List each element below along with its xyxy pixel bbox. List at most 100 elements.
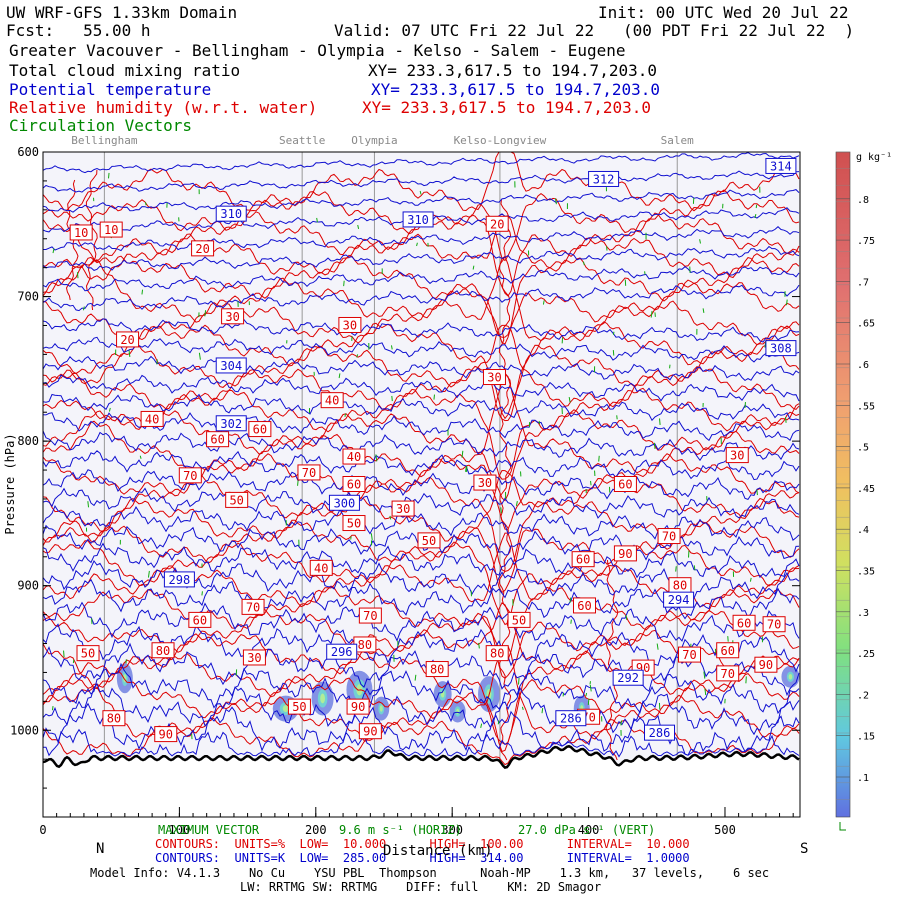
rh-label-box [485, 645, 509, 662]
field-rh-name: Relative humidity (w.r.t. water) [9, 98, 318, 117]
rh-label-box [225, 491, 249, 508]
rh-label-box [248, 421, 272, 438]
rh-label-box [358, 607, 382, 624]
forecast-hour: Fcst: 55.00 h [6, 21, 151, 40]
theta-label-box [765, 157, 797, 174]
vector-arrow [702, 308, 705, 313]
location-name: Salem [661, 134, 694, 147]
field-theta-name: Potential temperature [9, 80, 212, 99]
vector-arrow [82, 306, 85, 311]
rh-label: 10 [74, 226, 88, 240]
rh-label: 60 [347, 478, 361, 492]
vector-arrow [51, 705, 54, 711]
rh-label: 90 [759, 658, 773, 672]
colorbar-tick-label: .7 [857, 277, 869, 288]
x-tick-label: 0 [39, 823, 46, 837]
vector-arrow [357, 224, 360, 230]
theta-contour [43, 318, 800, 343]
theta-contour [43, 226, 800, 252]
theta-contour-info: CONTOURS: UNITS=K LOW= 285.00 HIGH= 314.… [155, 851, 690, 865]
rh-contour [43, 214, 800, 281]
rh-label-box [338, 316, 362, 333]
rh-label: 60 [577, 599, 591, 613]
vector-arrow [554, 198, 557, 205]
vector-arrow [612, 331, 615, 335]
rh-label: 60 [576, 553, 590, 567]
theta-label-box [765, 340, 797, 357]
vector-arrow [76, 272, 79, 279]
rh-label: 70 [662, 530, 676, 544]
rh-label-box [754, 656, 778, 673]
rh-label-box [242, 649, 266, 666]
theta-contour [43, 683, 800, 736]
theta-label-box [588, 170, 620, 187]
vector-arrow [538, 420, 541, 425]
theta-label: 314 [770, 159, 792, 173]
vector-arrow [515, 501, 518, 506]
rh-label: 70 [246, 600, 260, 614]
theta-label-box [612, 669, 644, 686]
vector-arrow [754, 213, 757, 218]
colorbar-tick-label: .65 [857, 319, 875, 330]
rh-contour [43, 259, 800, 345]
theta-label: 312 [593, 172, 615, 186]
vector-arrow [52, 248, 55, 254]
max-vector-label: MAXIMUM VECTOR [158, 823, 260, 837]
theta-contour [43, 642, 800, 697]
theta-label-box [215, 205, 247, 222]
vector-arrow [391, 395, 393, 402]
field-cloud-name: Total cloud mixing ratio [9, 61, 241, 80]
theta-label: 304 [220, 359, 242, 373]
vector-arrow [659, 418, 661, 425]
rh-label: 50 [292, 700, 306, 714]
theta-label: 308 [770, 342, 792, 356]
north-marker: N [96, 841, 105, 857]
theta-contour [43, 245, 800, 271]
vector-arrow [356, 354, 359, 358]
vector-arrow [416, 242, 418, 247]
field-theta-xy: XY= 233.3,617.5 to 194.7,203.0 [371, 80, 660, 99]
y-tick-label: 1000 [10, 723, 39, 737]
rh-label-box [241, 598, 265, 615]
rh-label-box [206, 431, 230, 448]
theta-contour [43, 542, 800, 579]
y-tick-label: 600 [17, 145, 39, 159]
theta-contour [43, 170, 800, 193]
x-tick-label: 500 [714, 823, 736, 837]
rh-label-box [482, 369, 506, 386]
theta-label: 302 [220, 417, 242, 431]
rh-label-box [342, 448, 366, 465]
rh-label: 90 [351, 700, 365, 714]
theta-label: 292 [617, 671, 639, 685]
x-tick-label: 200 [305, 823, 327, 837]
rh-label-box [151, 642, 175, 659]
colorbar-tick-label: .35 [857, 567, 875, 578]
location-name: Bellingham [71, 134, 138, 147]
vector-arrow [568, 396, 571, 403]
vector-arrow [562, 692, 565, 697]
theta-contour [43, 393, 800, 422]
theta-label: 300 [334, 496, 356, 510]
rh-label: 70 [363, 609, 377, 623]
theta-label: 298 [169, 573, 191, 587]
rh-label: 30 [396, 502, 410, 516]
colorbar-tick-label: .55 [857, 401, 875, 412]
theta-label-box [163, 571, 195, 588]
vector-arrow [389, 515, 392, 520]
rh-label-box [613, 545, 637, 562]
colorbar-tick-label: .45 [857, 484, 875, 495]
rh-label-box [762, 616, 786, 633]
rh-label: 30 [487, 371, 501, 385]
theta-contour [43, 469, 800, 501]
colorbar-tick-label: .15 [857, 732, 875, 743]
location-name: Kelso-Longview [454, 134, 547, 147]
rh-label: 70 [183, 469, 197, 483]
rh-label: 50 [512, 613, 526, 627]
rh-label: 70 [302, 466, 316, 480]
theta-contour [43, 284, 800, 312]
vector-arrow [585, 692, 588, 697]
vector-arrow [72, 659, 75, 664]
location-names: Bellingham Seattle Olympia Kelso-Longview Sa… [71, 134, 694, 147]
rh-contour [43, 387, 800, 480]
cloud-peak [379, 705, 383, 712]
